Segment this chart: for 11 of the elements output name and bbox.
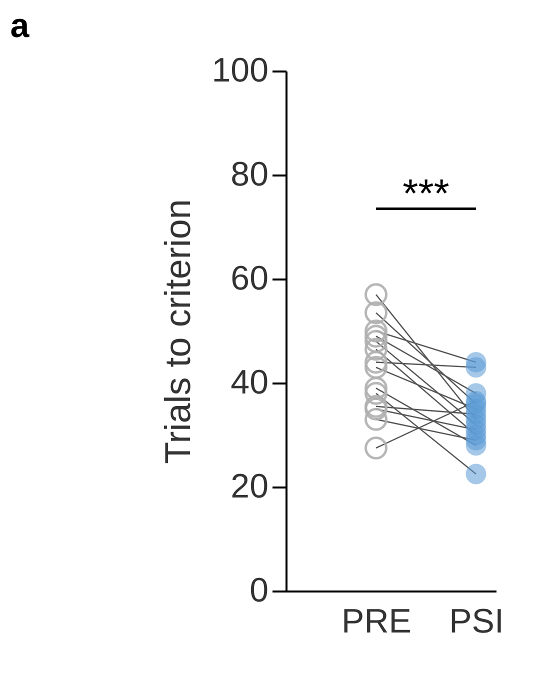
y-tick-label: 40 [230, 364, 268, 402]
y-tick-label: 100 [212, 52, 268, 90]
annotation: *** [402, 172, 450, 216]
chart-title: a [10, 7, 30, 45]
y-tick-label: 80 [230, 156, 268, 194]
y-tick-label: 60 [230, 260, 268, 298]
y-tick-label: 20 [230, 468, 268, 506]
x-tick-label: PRE [342, 602, 412, 640]
y-axis-title: Trials to criterion [156, 199, 198, 464]
y-tick-label: 0 [250, 572, 268, 610]
x-tick-label: PSI [449, 602, 504, 640]
